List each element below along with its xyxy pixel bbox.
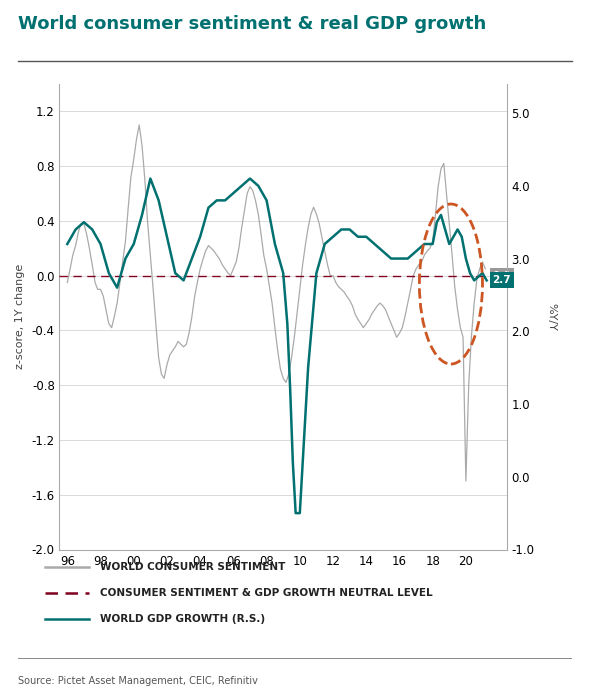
Text: WORLD GDP GROWTH (R.S.): WORLD GDP GROWTH (R.S.) — [100, 614, 265, 624]
Text: Source: Pictet Asset Management, CEIC, Refinitiv: Source: Pictet Asset Management, CEIC, R… — [18, 676, 258, 685]
Text: 0.0: 0.0 — [493, 271, 511, 281]
Text: World consumer sentiment & real GDP growth: World consumer sentiment & real GDP grow… — [18, 15, 486, 33]
Y-axis label: z-score, 1Y change: z-score, 1Y change — [15, 264, 25, 370]
Y-axis label: %Y/Y: %Y/Y — [547, 303, 557, 330]
Text: CONSUMER SENTIMENT & GDP GROWTH NEUTRAL LEVEL: CONSUMER SENTIMENT & GDP GROWTH NEUTRAL … — [100, 588, 432, 598]
Text: WORLD CONSUMER SENTIMENT: WORLD CONSUMER SENTIMENT — [100, 563, 285, 573]
Text: 2.7: 2.7 — [493, 275, 511, 286]
